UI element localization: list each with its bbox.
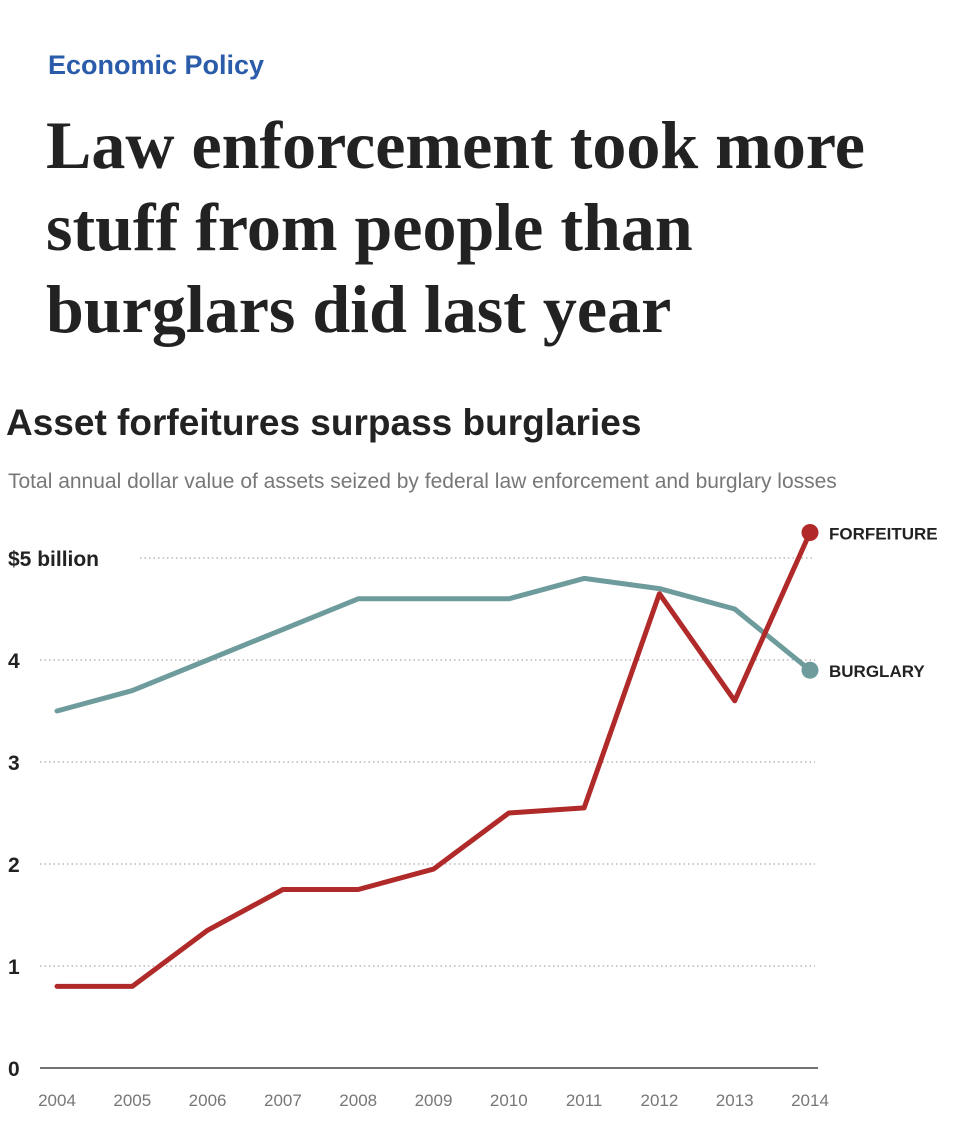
series-endpoint-forfeiture (801, 524, 819, 541)
series-label-forfeiture: FORFEITURE (829, 525, 938, 544)
chart-subtitle: Total annual dollar value of assets seiz… (8, 470, 837, 493)
y-tick-label: 4 (8, 650, 20, 673)
article-headline: Law enforcement took more stuff from peo… (46, 107, 865, 347)
y-axis-ticks: 0 1 2 3 4 $5 billion (8, 548, 99, 1081)
series-line-forfeiture (54, 530, 813, 989)
section-kicker[interactable]: Economic Policy (48, 50, 265, 80)
series-label-burglary: BURGLARY (829, 662, 925, 681)
x-tick-label: 2008 (339, 1091, 377, 1110)
x-tick-label: 2006 (189, 1091, 227, 1110)
y-tick-label: $5 billion (8, 548, 99, 571)
series-line-burglary (54, 575, 813, 714)
gridlines (40, 557, 818, 1069)
series-lines (54, 524, 819, 989)
x-tick-label: 2009 (415, 1091, 453, 1110)
y-tick-label: 0 (8, 1058, 20, 1081)
series-endpoint-burglary (801, 661, 819, 679)
x-tick-label: 2013 (716, 1091, 754, 1110)
y-tick-label: 2 (8, 854, 20, 877)
x-tick-label: 2007 (264, 1091, 302, 1110)
x-tick-label: 2012 (640, 1091, 678, 1110)
x-axis-ticks: 2004 2005 2006 2007 2008 2009 2010 2011 2012 2013… (38, 1091, 829, 1110)
x-tick-label: 2004 (38, 1091, 76, 1110)
x-tick-label: 2005 (113, 1091, 151, 1110)
chart-title: Asset forfeitures surpass burglaries (6, 402, 642, 443)
series-labels: BURGLARY FORFEITURE (829, 525, 938, 682)
x-tick-label: 2010 (490, 1091, 528, 1110)
x-tick-label: 2011 (566, 1091, 603, 1110)
y-tick-label: 1 (8, 956, 20, 979)
y-tick-label: 3 (8, 752, 20, 775)
x-tick-label: 2014 (791, 1091, 829, 1110)
